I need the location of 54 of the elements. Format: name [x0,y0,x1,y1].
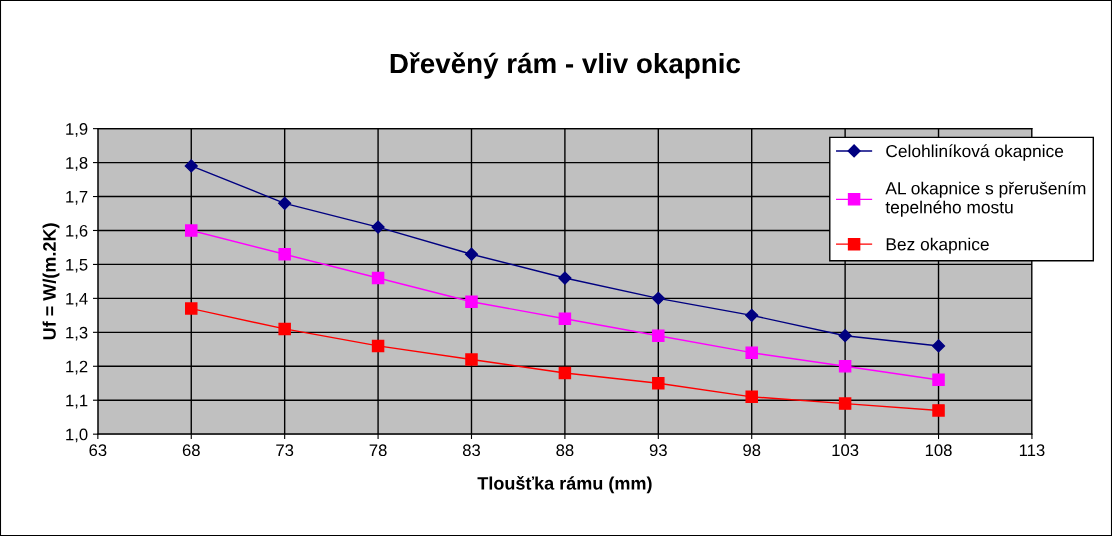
legend-label: AL okapnice s přerušením tepelného mostu [885,181,1086,217]
point [465,295,478,309]
y-tick-label: 1,3 [66,326,88,341]
point [278,196,292,210]
point [371,339,385,353]
point [465,353,478,366]
x-tick-label: 88 [556,444,574,457]
x-tick-label: 103 [832,444,859,457]
y-tick-label: 1,8 [66,156,88,171]
point [838,360,852,373]
point [558,366,572,380]
point [652,376,665,390]
point [745,390,758,404]
point [185,224,198,237]
point [371,220,385,234]
x-tick-label: 93 [649,444,667,457]
point [838,329,852,343]
y-tick-label: 1,5 [66,259,88,273]
y-tick-label: 1,4 [66,292,88,307]
point [558,312,572,325]
point [932,404,945,417]
point [931,339,946,353]
point [745,346,758,359]
chart-title: Dřevěný rám - vliv okapnic [390,52,741,79]
point [651,291,665,305]
legend-label: Celohliníková okapnice [886,144,1064,161]
point [464,247,479,261]
x-axis-title: Tloušťka rámu (mm) [477,476,652,494]
legend-label: Bez okapnice [886,237,989,254]
point [278,247,291,261]
y-axis-title: Uf = W/(m.2K) [42,223,60,340]
y-tick-label: 1,2 [66,360,88,375]
point [558,271,572,285]
y-tick-label: 1,0 [66,428,88,443]
point [838,397,852,410]
x-tick-label: 83 [462,444,481,457]
point [932,373,945,387]
x-tick-label: 98 [743,444,761,457]
x-tick-label: 63 [89,444,107,457]
x-tick-label: 73 [276,444,294,457]
point [278,322,291,336]
y-tick-label: 1,1 [66,394,88,409]
x-tick-label: 113 [1019,444,1045,457]
point [185,302,198,315]
x-tick-label: 78 [369,444,387,457]
x-tick-label: 68 [182,444,200,457]
point [184,159,198,173]
y-tick-label: 1,7 [66,191,88,205]
point [371,271,385,285]
y-tick-label: 1,9 [66,123,88,137]
y-tick-label: 1,6 [66,224,88,239]
x-tick-label: 108 [925,444,952,457]
point [745,308,759,322]
point [652,329,665,342]
